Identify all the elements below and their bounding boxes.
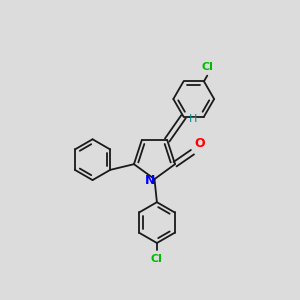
- Text: Cl: Cl: [201, 62, 213, 72]
- Text: O: O: [194, 137, 205, 150]
- Text: H: H: [189, 114, 197, 124]
- Text: N: N: [145, 174, 155, 187]
- Text: Cl: Cl: [151, 254, 163, 263]
